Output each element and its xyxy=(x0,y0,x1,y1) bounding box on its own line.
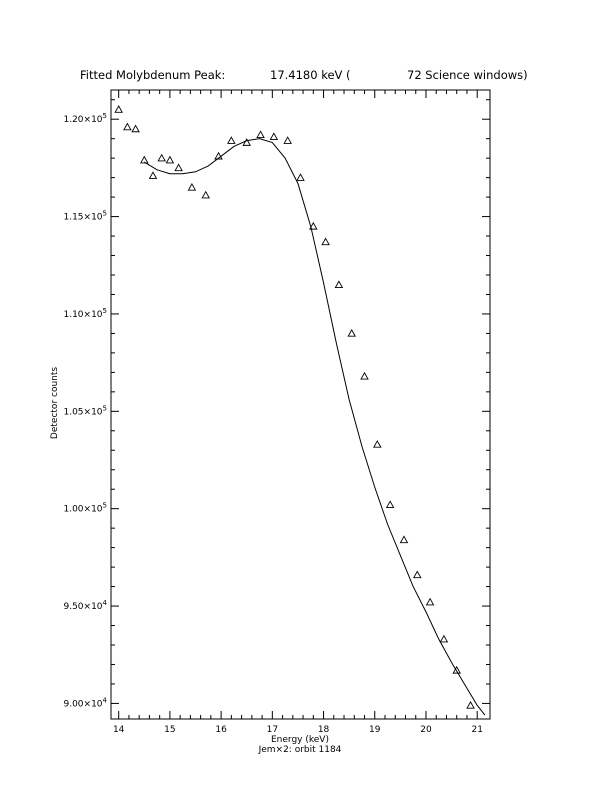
data-point xyxy=(227,136,236,144)
data-point xyxy=(399,535,409,544)
chart-title-right: 72 Science windows) xyxy=(407,68,528,82)
y-axis: 9.00×104 9.50×104 1.00×105 1.05×105 1.10×105… xyxy=(63,99,490,709)
data-point xyxy=(187,182,197,191)
y-axis-label: Detector counts xyxy=(50,367,60,439)
data-point xyxy=(425,597,435,606)
x-axis: 14 15 16 17 18 19 20 21 xyxy=(113,90,483,735)
x-tick-label: 15 xyxy=(164,725,175,735)
y-tick-label: 1.10×105 xyxy=(63,307,107,320)
data-point xyxy=(201,190,211,199)
data-point xyxy=(385,500,395,509)
data-point xyxy=(334,280,344,288)
data-point xyxy=(360,371,369,380)
data-point xyxy=(214,151,223,160)
chart-title: Fitted Molybdenum Peak: 17.4180 keV ( 72… xyxy=(80,68,528,82)
plot-frame xyxy=(110,89,491,720)
data-point xyxy=(256,130,265,139)
data-point xyxy=(242,138,251,146)
data-point xyxy=(347,328,356,337)
data-point xyxy=(131,124,140,133)
data-point xyxy=(283,136,292,144)
x-tick-label: 18 xyxy=(318,725,330,735)
chart-title-mid: 17.4180 keV ( xyxy=(270,68,351,82)
data-point xyxy=(269,132,279,140)
data-point xyxy=(413,570,422,579)
data-point xyxy=(373,439,382,448)
data-point xyxy=(296,173,305,181)
y-tick-label: 1.05×105 xyxy=(63,404,107,417)
x-tick-label: 19 xyxy=(369,725,381,735)
y-tick-label: 9.50×104 xyxy=(63,599,107,612)
data-point xyxy=(165,155,175,164)
data-point xyxy=(309,221,318,230)
data-point xyxy=(140,155,149,164)
y-tick-label: 1.15×105 xyxy=(63,210,107,223)
data-points xyxy=(114,105,475,709)
x-tick-label: 16 xyxy=(215,725,227,735)
x-tick-label: 21 xyxy=(471,725,482,735)
data-point xyxy=(157,153,166,162)
fit-line xyxy=(144,138,486,716)
data-point xyxy=(114,105,123,113)
fit-curve xyxy=(144,138,486,716)
data-point xyxy=(466,700,475,709)
y-tick-label: 9.00×104 xyxy=(63,696,107,709)
x-axis-label: Energy (keV) xyxy=(271,735,329,745)
x-tick-label: 17 xyxy=(267,725,278,735)
chart-title-left: Fitted Molybdenum Peak: xyxy=(80,68,225,82)
data-point xyxy=(439,634,449,643)
data-point xyxy=(321,237,330,246)
data-point xyxy=(148,171,158,179)
data-point xyxy=(174,163,183,172)
x-tick-label: 20 xyxy=(420,725,432,735)
data-point xyxy=(123,122,132,131)
x-tick-label: 14 xyxy=(113,725,125,735)
footer-note: Jem×2: orbit 1184 xyxy=(258,745,342,755)
y-tick-label: 1.00×105 xyxy=(63,502,107,515)
data-point xyxy=(452,665,461,674)
y-tick-label: 1.20×105 xyxy=(63,112,107,125)
